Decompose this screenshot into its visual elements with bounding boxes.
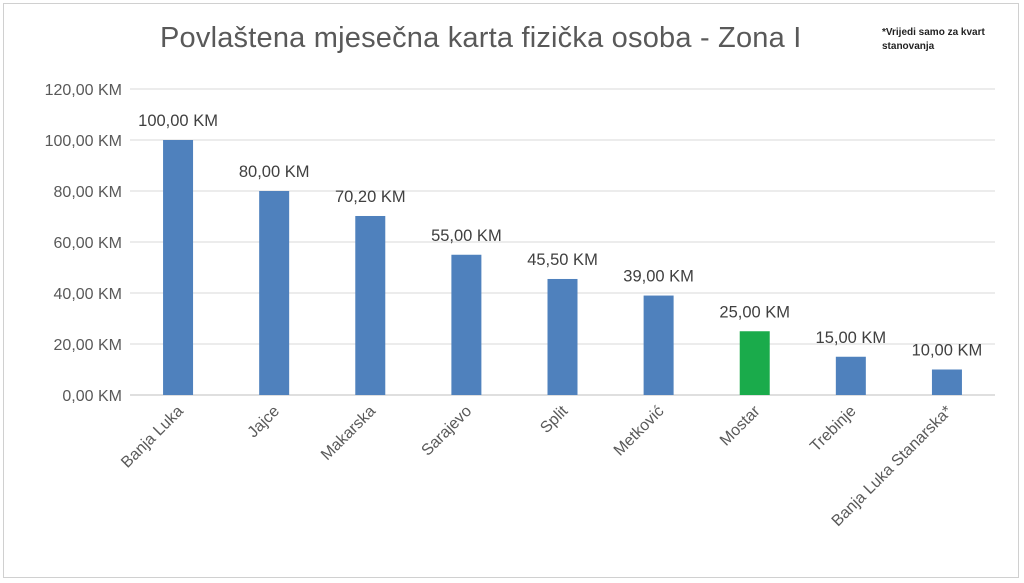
data-label-2: 70,20 KM — [335, 188, 406, 206]
category-label-4: Split — [537, 402, 571, 436]
category-label-3: Sarajevo — [419, 403, 476, 460]
data-label-8: 10,00 KM — [912, 342, 983, 360]
data-label-1: 80,00 KM — [239, 163, 310, 181]
y-tick-label-4: 80,00 KM — [54, 184, 122, 201]
bar-8 — [931, 369, 962, 395]
chart-footnote: *Vrijedi samo za kvart stanovanja — [882, 27, 985, 52]
bar-6 — [739, 331, 770, 395]
bar-7 — [835, 356, 866, 395]
chart-title: Povlaštena mjesečna karta fizička osoba … — [160, 22, 802, 54]
bar-2 — [355, 215, 386, 395]
data-label-3: 55,00 KM — [431, 227, 502, 245]
bar-1 — [259, 191, 290, 395]
y-tick-label-2: 40,00 KM — [54, 286, 122, 303]
bar-0 — [163, 140, 194, 395]
data-label-7: 15,00 KM — [816, 329, 887, 347]
category-label-0: Banja Luka — [118, 403, 187, 472]
bar-3 — [451, 254, 482, 395]
data-label-4: 45,50 KM — [527, 251, 598, 269]
y-tick-label-5: 100,00 KM — [45, 133, 122, 150]
category-label-7: Trebinje — [807, 403, 860, 456]
y-tick-label-3: 60,00 KM — [54, 235, 122, 252]
data-label-0: 100,00 KM — [138, 112, 218, 130]
category-label-5: Metković — [611, 403, 668, 460]
category-label-2: Makarska — [318, 403, 379, 464]
y-tick-label-0: 0,00 KM — [62, 388, 122, 405]
data-label-5: 39,00 KM — [623, 268, 694, 286]
y-tick-label-1: 20,00 KM — [54, 337, 122, 354]
bar-5 — [643, 295, 674, 395]
category-label-6: Mostar — [717, 402, 764, 449]
y-tick-label-6: 120,00 KM — [45, 82, 122, 99]
bar-4 — [547, 278, 578, 395]
category-label-1: Jajce — [245, 403, 284, 442]
data-label-6: 25,00 KM — [719, 303, 790, 321]
